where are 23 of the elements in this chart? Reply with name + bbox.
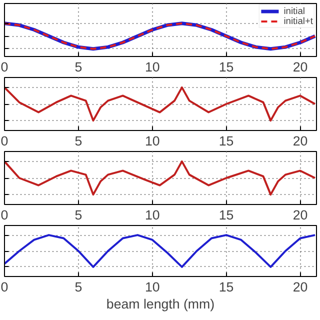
x-tick-label: 0 (0, 60, 8, 74)
x-axis-title: beam length (mm) (106, 296, 215, 312)
x-tick-label: 20 (292, 60, 308, 74)
x-tick-label: 20 (292, 208, 308, 222)
x-tick-label: 5 (74, 280, 82, 294)
x-tick-label: 20 (292, 134, 308, 148)
x-tick-label: 5 (74, 134, 82, 148)
legend-label: initial+t (284, 16, 313, 26)
x-tick-label: 15 (218, 208, 234, 222)
x-tick-label: 15 (218, 134, 234, 148)
x-tick-label: 15 (218, 60, 234, 74)
x-tick-label: 5 (74, 208, 82, 222)
x-tick-label: 10 (144, 60, 160, 74)
x-tick-label: 15 (218, 280, 234, 294)
x-tick-label: 0 (0, 280, 8, 294)
x-tick-label: 10 (144, 280, 160, 294)
x-tick-label: 0 (0, 134, 8, 148)
legend-label: initial (284, 6, 305, 16)
x-tick-label: 10 (144, 134, 160, 148)
x-tick-label: 0 (0, 208, 8, 222)
x-tick-label: 10 (144, 208, 160, 222)
x-tick-label: 5 (74, 60, 82, 74)
x-tick-label: 20 (292, 280, 308, 294)
